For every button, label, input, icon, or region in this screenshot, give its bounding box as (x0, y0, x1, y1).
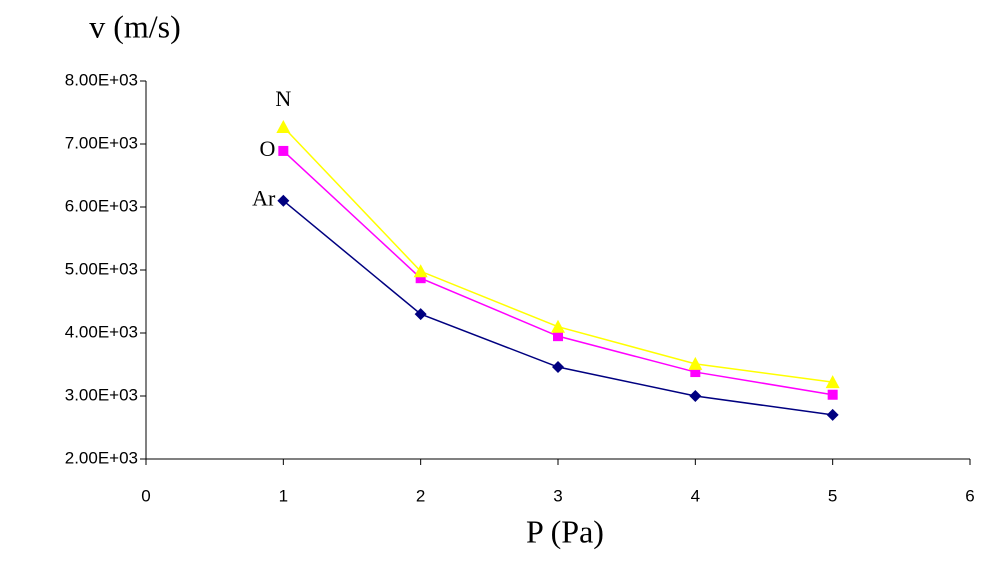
x-tick-label: 2 (416, 486, 425, 505)
x-tick-label: 5 (828, 486, 837, 505)
y-tick-label: 2.00E+03 (65, 448, 138, 467)
x-tick-label: 4 (691, 486, 700, 505)
series-label: Ar (252, 186, 276, 211)
y-tick-label: 6.00E+03 (65, 196, 138, 215)
series-label: N (275, 86, 291, 111)
y-tick-label: 3.00E+03 (65, 385, 138, 404)
x-tick-label: 6 (965, 486, 974, 505)
x-axis-label: P (Pa) (526, 513, 604, 549)
marker (277, 194, 290, 207)
series-label: O (259, 136, 275, 161)
y-axis-label: v (m/s) (89, 8, 181, 44)
marker (551, 319, 565, 333)
marker (688, 356, 703, 370)
series-line (282, 150, 833, 396)
series-line (282, 200, 833, 416)
x-tick-label: 0 (141, 486, 150, 505)
y-tick-label: 5.00E+03 (65, 259, 138, 278)
marker (414, 308, 427, 321)
x-tick-label: 3 (553, 486, 562, 505)
y-tick-label: 8.00E+03 (65, 70, 138, 89)
marker (826, 408, 839, 421)
marker (553, 331, 563, 342)
x-tick-label: 1 (279, 486, 288, 505)
marker (689, 390, 702, 402)
y-tick-label: 4.00E+03 (65, 322, 138, 341)
marker (413, 264, 428, 278)
marker (278, 145, 289, 156)
series-line (282, 126, 833, 383)
marker (827, 389, 838, 400)
marker (825, 375, 840, 389)
y-tick-label: 7.00E+03 (65, 133, 138, 152)
marker (276, 119, 291, 133)
marker (552, 361, 564, 374)
